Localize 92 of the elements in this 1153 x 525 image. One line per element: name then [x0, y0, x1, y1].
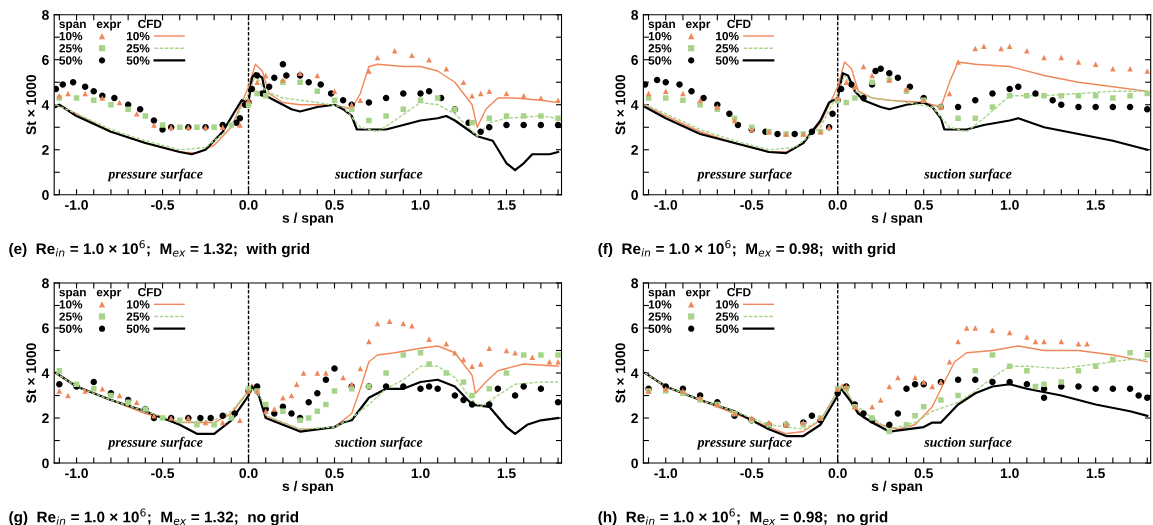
y-tick-label: 8 [631, 10, 639, 20]
y-tick-label: 4 [41, 368, 50, 379]
x-tick-label: 1.5 [1086, 468, 1105, 479]
legend-label: 50% [59, 56, 83, 65]
y-tick-label: 6 [42, 323, 49, 334]
legend-label: 25% [715, 312, 739, 321]
y-axis-title: St × 1000 [26, 75, 37, 135]
annotation: pressure surface [696, 168, 792, 182]
y-tick-label: 4 [631, 368, 639, 379]
legend-label: 50% [59, 324, 83, 333]
x-axis-title: s / span [871, 480, 923, 494]
legend-label: 25% [59, 312, 83, 321]
x-axis-title: s / span [282, 212, 333, 226]
legend-label: 10% [59, 31, 83, 41]
x-tick-label: 1.0 [411, 468, 430, 479]
x-tick-label: -1.0 [65, 468, 88, 479]
x-tick-label: 1.5 [497, 200, 516, 210]
text: (e) Re$_{in}$ = 1.0 × 10$^{6}$; M$_{ex}$ = 1.32; with grid [9, 240, 310, 258]
x-tick-label: 1.0 [411, 200, 430, 210]
x-tick-label: 0.5 [914, 468, 933, 479]
legend-label: 50% [126, 324, 150, 333]
annotation: suction surface [335, 436, 423, 450]
legend-title: span expr CFD [648, 19, 751, 31]
y-tick-label: 8 [42, 10, 49, 20]
x-tick-label: 0.5 [325, 468, 344, 479]
legend-title: span expr CFD [59, 19, 162, 31]
x-tick-label: 0.0 [239, 200, 258, 210]
legend-label: 10% [716, 31, 739, 41]
legend-label: 10% [648, 300, 672, 309]
y-tick-label: 2 [42, 413, 49, 424]
legend-label: 50% [715, 56, 739, 65]
legend-label: 25% [126, 312, 150, 321]
legend-label: 10% [126, 300, 150, 309]
legend-label: 50% [126, 56, 150, 65]
y-tick-label: 4 [631, 100, 639, 110]
y-tick-label: 0 [42, 458, 49, 469]
x-tick-label: 1.5 [1086, 200, 1105, 210]
x-tick-label: 0.0 [828, 200, 847, 210]
annotation: pressure surface [107, 168, 203, 182]
x-tick-label: -0.5 [740, 468, 764, 479]
legend-title: span expr CFD [648, 288, 751, 299]
y-tick-label: 0 [631, 190, 638, 200]
y-tick-label: 2 [631, 145, 638, 155]
y-tick-label: 0 [631, 458, 638, 469]
x-tick-label: -0.5 [151, 468, 175, 479]
annotation: suction surface [924, 168, 1012, 182]
x-tick-label: 1.0 [1000, 200, 1019, 210]
legend-label: 10% [59, 300, 83, 309]
x-tick-label: 0.5 [325, 200, 344, 210]
y-tick-label: 6 [631, 55, 639, 65]
legend-label: 25% [59, 44, 83, 53]
annotation: pressure surface [107, 436, 203, 450]
legend-label: 50% [715, 324, 739, 333]
y-tick-label: 2 [42, 145, 49, 155]
y-axis-title: St × 1000 [26, 343, 37, 403]
legend-label: 25% [648, 44, 672, 53]
y-axis-title: St × 1000 [615, 343, 626, 403]
text: (h) Re$_{in}$ = 1.0 × 10$^{6}$; M$_{ex}$ = 0.98; no grid [598, 508, 888, 525]
x-tick-label: -1.0 [65, 200, 88, 210]
y-tick-label: 8 [631, 278, 639, 289]
legend-label: 25% [715, 44, 739, 53]
annotation: pressure surface [696, 436, 792, 450]
x-tick-label: 1.0 [1000, 468, 1019, 479]
y-tick-label: 0 [42, 190, 49, 200]
legend-title: span expr CFD [59, 288, 162, 299]
x-tick-label: 0.0 [828, 468, 847, 479]
x-tick-label: -0.5 [151, 200, 175, 210]
x-axis-title: s / span [871, 212, 923, 226]
legend-label: 25% [126, 44, 150, 53]
y-tick-label: 8 [42, 278, 49, 289]
x-tick-label: 0.0 [239, 468, 258, 479]
x-tick-label: -1.0 [654, 200, 678, 210]
annotation: suction surface [924, 436, 1012, 450]
y-tick-label: 4 [41, 100, 50, 110]
y-tick-label: 2 [631, 413, 638, 424]
legend-label: 10% [126, 31, 150, 41]
text: (f) Re$_{in}$ = 1.0 × 10$^{6}$; M$_{ex}$ = 0.98; with grid [598, 240, 895, 258]
x-tick-label: 0.5 [914, 200, 933, 210]
legend-label: 10% [648, 31, 672, 41]
x-tick-label: -0.5 [740, 200, 764, 210]
text: (g) Re$_{in}$ = 1.0 × 10$^{6}$; M$_{ex}$ = 1.32; no grid [9, 508, 299, 525]
x-axis-title: s / span [282, 480, 333, 494]
legend-label: 50% [648, 56, 672, 65]
annotation: suction surface [335, 168, 423, 182]
legend-label: 50% [648, 324, 672, 333]
y-tick-label: 6 [631, 323, 639, 334]
y-axis-title: St × 1000 [615, 75, 626, 135]
x-tick-label: 1.5 [497, 468, 516, 479]
y-tick-label: 6 [42, 55, 49, 65]
legend-label: 25% [648, 312, 672, 321]
x-tick-label: -1.0 [654, 468, 678, 479]
legend-label: 10% [716, 300, 739, 309]
